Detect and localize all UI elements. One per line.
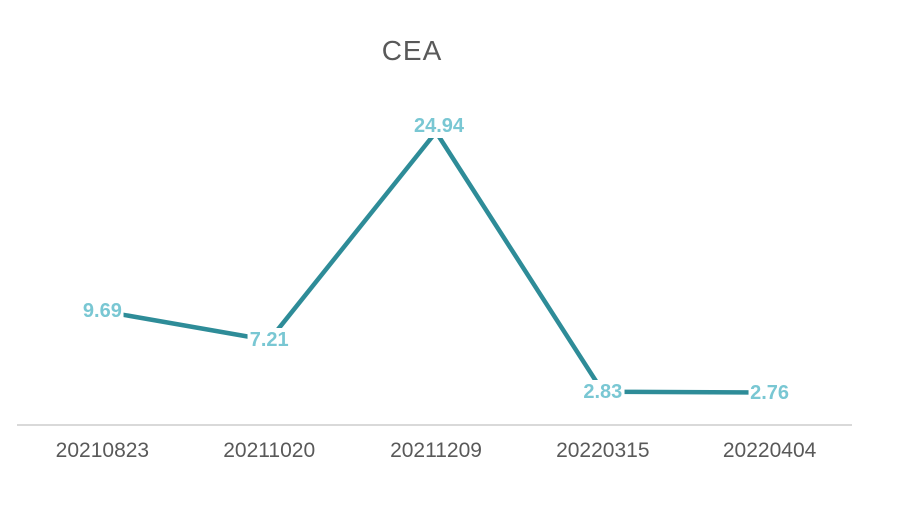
x-tick-label: 20220315 bbox=[556, 439, 650, 462]
data-label: 24.94 bbox=[411, 114, 467, 138]
chart-title: CEA bbox=[381, 35, 443, 66]
x-tick-label: 20211209 bbox=[390, 439, 482, 462]
x-tick-label: 20220404 bbox=[722, 439, 817, 462]
data-label: 2.83 bbox=[581, 379, 625, 404]
x-tick-label: 20211020 bbox=[223, 439, 316, 462]
data-label: 9.69 bbox=[80, 299, 124, 324]
x-tick-label: 20210823 bbox=[55, 439, 150, 462]
data-line bbox=[100, 129, 772, 395]
data-label: 2.76 bbox=[748, 380, 792, 405]
data-label: 7.21 bbox=[247, 328, 291, 353]
